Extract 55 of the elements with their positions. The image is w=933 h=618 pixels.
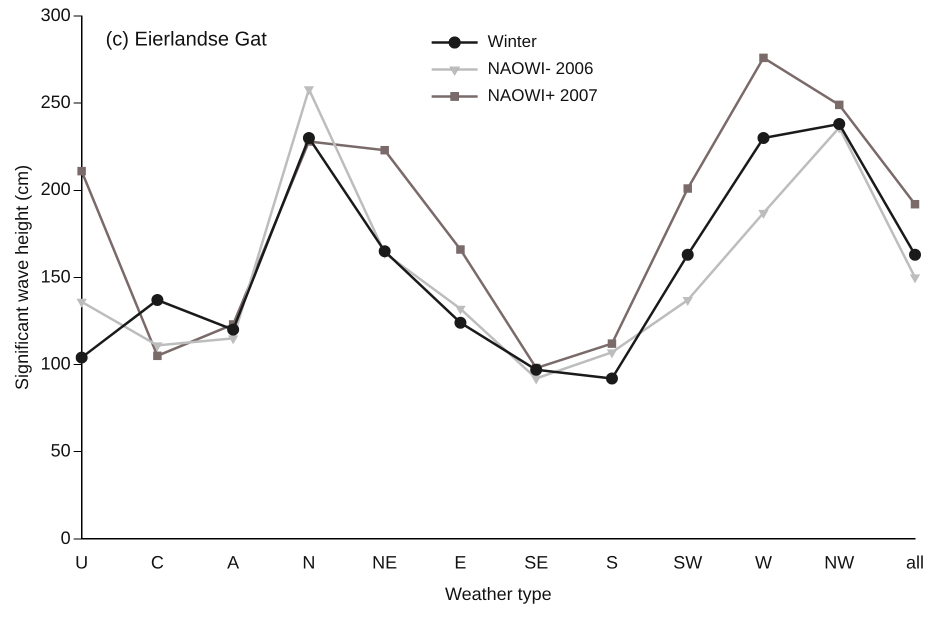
- y-tick-label: 300: [40, 4, 71, 25]
- point: [76, 298, 87, 308]
- point: [833, 118, 846, 130]
- x-axis-title: Weather type: [444, 584, 552, 604]
- point: [910, 200, 920, 208]
- legend-label: NAOWI- 2006: [488, 59, 594, 78]
- y-tick-label: 250: [40, 92, 71, 112]
- y-tick-label: 50: [50, 440, 71, 461]
- point: [531, 375, 542, 384]
- point: [758, 210, 769, 219]
- point: [76, 352, 88, 364]
- point: [759, 54, 768, 62]
- point: [378, 245, 391, 258]
- x-tick-label: NW: [824, 552, 854, 573]
- x-tick-label: NE: [372, 552, 398, 573]
- point: [302, 132, 315, 144]
- point: [380, 146, 389, 154]
- x-tick-label: all: [906, 552, 924, 573]
- point: [77, 166, 86, 176]
- x-tick-label: C: [150, 552, 164, 573]
- y-tick-label: 0: [60, 528, 71, 548]
- point: [682, 248, 694, 261]
- x-tick-label: W: [754, 552, 772, 573]
- point: [757, 132, 770, 144]
- x-tick-label: A: [227, 552, 240, 573]
- y-tick-label: 150: [40, 266, 71, 286]
- point: [456, 245, 465, 254]
- point: [682, 297, 693, 306]
- point: [608, 339, 616, 348]
- point: [530, 364, 542, 376]
- y-tick-label: 200: [40, 179, 71, 200]
- legend-label: Winter: [488, 32, 538, 52]
- point: [834, 100, 844, 110]
- point: [228, 335, 238, 344]
- y-axis-title: Significant wave height (cm): [12, 164, 32, 390]
- point: [152, 342, 163, 352]
- x-tick-label: SW: [673, 552, 702, 573]
- point: [606, 349, 618, 358]
- point: [910, 274, 920, 284]
- point: [909, 248, 921, 261]
- point: [151, 294, 164, 306]
- y-tick-label: 100: [40, 354, 71, 374]
- x-tick-label: N: [302, 552, 316, 573]
- point: [683, 184, 692, 193]
- point: [153, 352, 162, 360]
- x-tick-label: SE: [524, 552, 548, 573]
- legend-label: NAOWI+ 2007: [488, 86, 598, 106]
- x-tick-label: E: [454, 552, 466, 573]
- text: (c) Eierlandse Gat: [106, 28, 268, 51]
- point: [606, 372, 618, 384]
- point: [227, 324, 240, 336]
- x-tick-label: U: [75, 552, 88, 573]
- point: [455, 306, 466, 315]
- x-tick-label: S: [606, 552, 618, 573]
- point: [454, 316, 466, 329]
